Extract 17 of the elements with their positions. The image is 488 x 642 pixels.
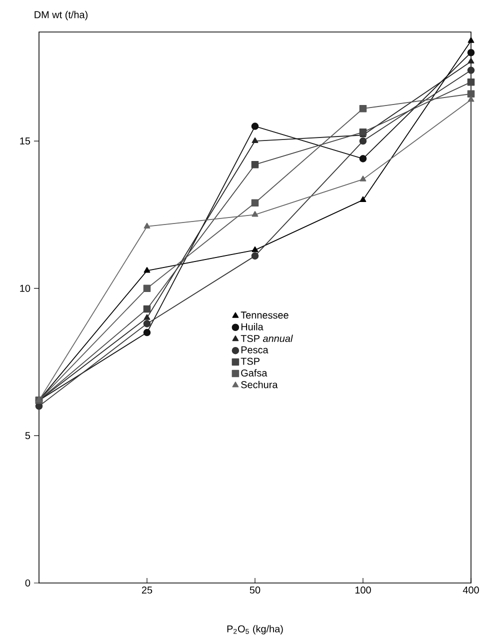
x-tick-label: 25 [142, 586, 152, 594]
y-tick-label: 10 [20, 284, 30, 292]
y-tick-label: 15 [20, 138, 30, 144]
legend-label: Sechura [241, 380, 278, 388]
x-tick-label: 50 [250, 586, 260, 594]
x-tick-label: 400 [462, 586, 479, 594]
legend-label: TSP annual [240, 334, 293, 342]
y-tick-label: 0 [25, 579, 30, 587]
legend-label: Tennessee [240, 312, 288, 319]
legend-label: Gafsa [241, 369, 268, 376]
x-tick-label: 100 [355, 586, 371, 594]
legend-label: Pesca [241, 346, 268, 354]
x-axis-title: P$_{2}$O$_{5}$ (kg/ha) [227, 625, 283, 634]
y-axis-title: DM wt (t/ha) [34, 10, 88, 20]
legend-label: Huila [241, 323, 264, 330]
y-tick-label: 5 [25, 432, 30, 440]
legend-label: TSP [240, 358, 260, 365]
